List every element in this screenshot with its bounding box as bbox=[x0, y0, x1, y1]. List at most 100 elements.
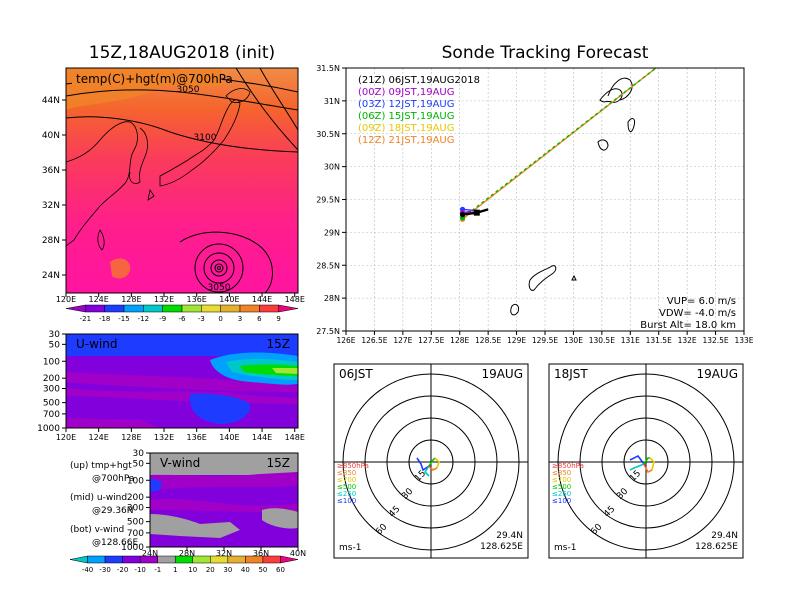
pressure-tick-label: 200 bbox=[43, 374, 60, 384]
legend-entry: (03Z) 12JST,19AUG bbox=[358, 99, 455, 110]
pressure-tick-label: 300 bbox=[43, 385, 60, 395]
hodo-trace bbox=[434, 457, 440, 469]
contour-label: 3050 bbox=[177, 85, 200, 95]
colorbar-label: 1 bbox=[173, 566, 177, 574]
colorbar-swatch bbox=[69, 555, 88, 564]
panel-notes: (up) tmp+hgt @700hPa (mid) u-wind @29.36… bbox=[70, 461, 138, 548]
lon-tick-label: 136E bbox=[187, 433, 207, 442]
hodograph-18jst: 18JST 19AUG29.4N128.625Ems-115304560≥850h… bbox=[548, 363, 744, 559]
colorbar-swatch bbox=[87, 555, 106, 564]
colorbar-label: -6 bbox=[179, 315, 187, 323]
pressure-tick-label: 700 bbox=[127, 529, 144, 539]
colorbar-swatch bbox=[122, 555, 141, 564]
track-line bbox=[462, 68, 658, 219]
lat-tick-label: 40N bbox=[42, 131, 60, 141]
lon-tick-label: 129E bbox=[507, 336, 526, 345]
vwind-lat-ticks: 24N 28N 32N 36N 40N bbox=[142, 547, 306, 558]
lon-tick-label: 124E bbox=[89, 295, 109, 304]
note-line: (bot) v-wind bbox=[70, 525, 124, 535]
lon-tick-label: 128E bbox=[121, 295, 141, 304]
track-legend: (21Z) 06JST,19AUG2018(00Z) 09JST,19AUG(0… bbox=[358, 75, 480, 146]
hodo-trace bbox=[428, 457, 436, 467]
legend-entry: (00Z) 09JST,19AUG bbox=[358, 87, 455, 98]
level-label: ≤100 bbox=[552, 497, 571, 505]
lat-tick-label: 44N bbox=[42, 96, 60, 106]
level-label: ≥850hPa bbox=[552, 462, 584, 470]
colorbar-swatch bbox=[174, 555, 194, 564]
lon-tick-label: 148E bbox=[285, 433, 305, 442]
lon-tick-label: 127E bbox=[393, 336, 412, 345]
lat-tick-label: 32N bbox=[216, 549, 232, 558]
lon-tick-label: 120E bbox=[56, 295, 76, 304]
colorbar-label: 40 bbox=[241, 566, 250, 574]
colorbar-label: 30 bbox=[223, 566, 232, 574]
lon-tick-label: 129.5E bbox=[532, 336, 558, 345]
lon-tick-label: 132.5E bbox=[702, 336, 728, 345]
colorbar-swatch bbox=[85, 304, 105, 313]
pressure-tick-label: 500 bbox=[43, 399, 60, 409]
colorbar-label: -40 bbox=[82, 566, 93, 574]
pressure-tick-label: 200 bbox=[127, 493, 144, 503]
note-line: @29.36N bbox=[92, 506, 134, 516]
colorbar-swatch bbox=[104, 555, 123, 564]
colorbar-label: -3 bbox=[198, 315, 205, 323]
lat-tick-label: 27.5N bbox=[316, 327, 340, 336]
colorbar-swatch bbox=[139, 555, 158, 564]
temp-colorbar: -21 -18 -15 -12 -9 -6 -3 0 3 6 9 bbox=[65, 304, 299, 323]
lon-tick-label: 127.5E bbox=[418, 336, 444, 345]
colorbar-label: 50 bbox=[258, 566, 267, 574]
colorbar-swatch bbox=[162, 304, 183, 313]
colorbar-swatch bbox=[65, 304, 86, 313]
colorbar-label: -12 bbox=[138, 315, 149, 323]
track-lon-ticks: 126E 126.5E 127E 127.5E 128E 128.5E 129E 129.5E… bbox=[336, 331, 754, 345]
vup-param: VUP= 6.0 m/s bbox=[667, 296, 736, 307]
level-label: ≤100 bbox=[337, 497, 356, 505]
hodo-trace bbox=[645, 467, 653, 474]
hodo-trace bbox=[643, 463, 647, 469]
pressure-tick-label: 30 bbox=[133, 449, 145, 459]
pressure-tick-label: 700 bbox=[43, 410, 60, 420]
hodo-trace bbox=[649, 457, 655, 471]
level-label: ≤500 bbox=[337, 483, 356, 491]
left-title: 15Z,18AUG2018 (init) bbox=[89, 43, 275, 63]
hodo-lat: 29.4N bbox=[711, 531, 738, 541]
colorbar-swatch bbox=[262, 555, 281, 564]
lat-tick-label: 31.5N bbox=[316, 64, 340, 73]
hodo-trace bbox=[643, 457, 650, 465]
colorbar-swatch bbox=[181, 304, 202, 313]
uwind-lon-ticks: 120E 124E 128E 132E 136E 140E 144E 148E bbox=[56, 428, 305, 442]
colorbar-label: -18 bbox=[99, 315, 110, 323]
lat-tick-label: 28N bbox=[324, 294, 340, 303]
colorbar-swatch bbox=[201, 304, 221, 313]
lat-tick-label: 29N bbox=[324, 228, 340, 237]
colorbar-label: 20 bbox=[206, 566, 215, 574]
launch-point bbox=[459, 212, 466, 218]
colorbar-label: 3 bbox=[238, 315, 242, 323]
hodo-date: 19AUG bbox=[481, 367, 523, 381]
colorbar-label: 6 bbox=[257, 315, 262, 323]
contour-label: 3050 bbox=[208, 283, 231, 293]
level-label: ≤250 bbox=[552, 490, 571, 498]
lon-tick-label: 130.5E bbox=[589, 336, 615, 345]
colorbar-label: -10 bbox=[134, 566, 145, 574]
legend-entry: (09Z) 18JST,19AUG bbox=[358, 123, 455, 134]
lat-tick-label: 29.5N bbox=[316, 196, 340, 205]
colorbar-label: 60 bbox=[276, 566, 285, 574]
lon-tick-label: 128E bbox=[450, 336, 469, 345]
track-panel: (21Z) 06JST,19AUG2018(00Z) 09JST,19AUG(0… bbox=[316, 64, 754, 345]
colorbar-label: 0 bbox=[218, 315, 222, 323]
hodo-trace bbox=[430, 467, 438, 471]
lat-tick-label: 36N bbox=[42, 166, 60, 176]
colorbar-label: 10 bbox=[188, 566, 197, 574]
temp-map-panel: temp(C)+hgt(m)@700hPa 3050 3100 3050 44N… bbox=[42, 67, 305, 304]
track-lat-ticks: 31.5N 31N 30.5N 30N 29.5N 29N 28.5N 28N 27.5N bbox=[316, 64, 346, 336]
pressure-tick-label: 1000 bbox=[37, 424, 60, 434]
colorbar-swatch bbox=[278, 304, 299, 313]
note-line: (mid) u-wind bbox=[70, 493, 127, 503]
lon-tick-label: 132E bbox=[154, 433, 174, 442]
level-label: ≤700 bbox=[552, 476, 571, 484]
